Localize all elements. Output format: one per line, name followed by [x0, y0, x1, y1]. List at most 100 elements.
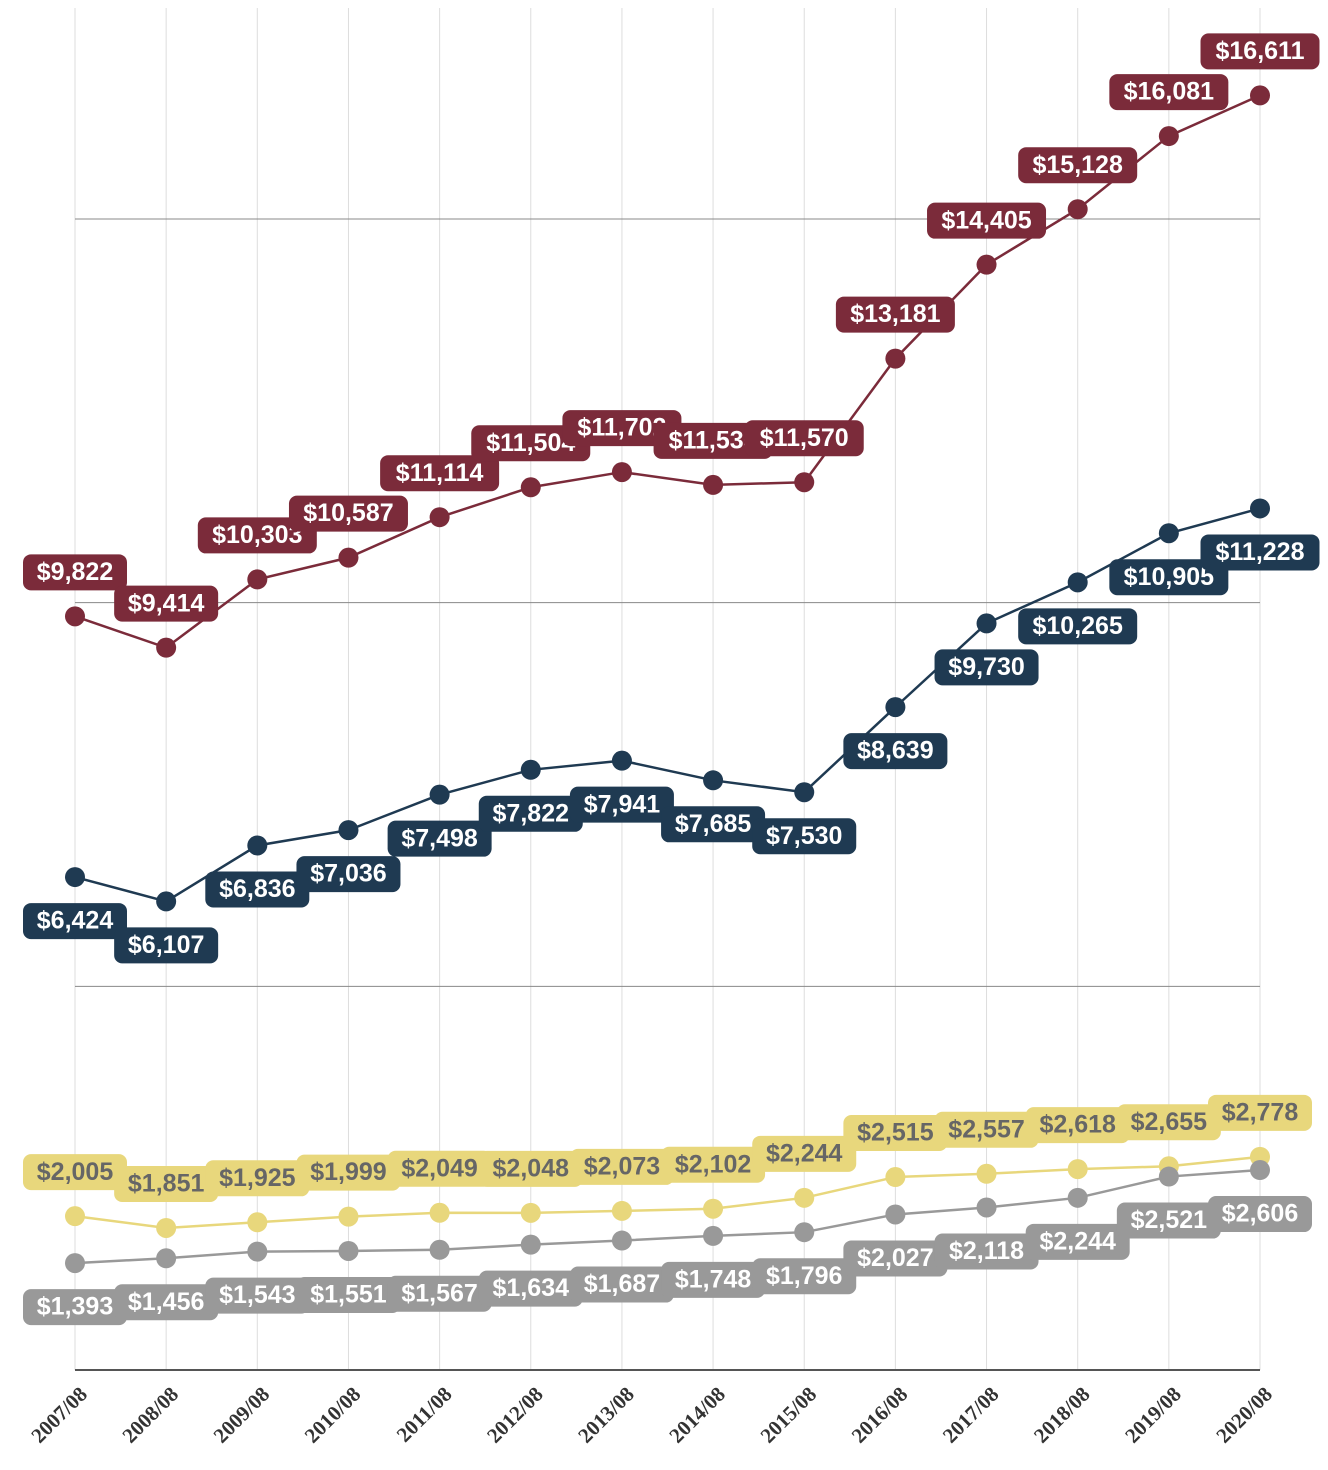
- point: [703, 1225, 724, 1246]
- point: [1067, 1159, 1088, 1180]
- value-label: $7,941: [584, 790, 661, 818]
- value-label-box: [23, 1154, 127, 1191]
- value-label: $7,530: [766, 822, 842, 850]
- point: [429, 1239, 450, 1260]
- value-label: $1,796: [766, 1262, 842, 1290]
- value-label: $14,405: [941, 206, 1031, 234]
- x-tick-label: 2015/08: [756, 1382, 822, 1448]
- point: [1158, 126, 1179, 147]
- value-label-box: [114, 927, 219, 964]
- x-tick-label: 2011/08: [392, 1382, 457, 1447]
- point: [65, 606, 85, 627]
- point: [338, 547, 359, 568]
- point: [65, 1206, 85, 1227]
- x-tick-label: 2012/08: [482, 1382, 548, 1448]
- value-label: $9,414: [128, 589, 205, 617]
- x-tick-label: 2010/08: [300, 1382, 366, 1448]
- point: [611, 1230, 632, 1251]
- x-tick-label: 2014/08: [664, 1382, 730, 1448]
- value-label-box: [296, 856, 401, 893]
- value-label: $7,685: [675, 810, 752, 838]
- point: [794, 1187, 815, 1208]
- value-label-box: [1208, 1196, 1312, 1233]
- value-label-box: [296, 1276, 401, 1313]
- value-label-box: [478, 795, 583, 832]
- value-label: $1,634: [493, 1274, 570, 1302]
- point: [611, 1200, 632, 1221]
- value-label-box: [1116, 1104, 1221, 1141]
- point: [429, 507, 450, 528]
- series-line: [74, 1155, 1261, 1230]
- value-label: $15,128: [1033, 151, 1123, 179]
- point: [338, 820, 359, 841]
- value-label: $11,504: [486, 429, 575, 457]
- point: [1067, 572, 1088, 593]
- value-label: $1,543: [219, 1281, 295, 1309]
- value-label: $2,102: [675, 1150, 751, 1178]
- value-label: $1,999: [310, 1158, 386, 1186]
- value-label-box: [23, 903, 127, 940]
- value-label: $10,905: [1124, 563, 1214, 591]
- value-label-box: [934, 1233, 1039, 1270]
- value-label: $1,687: [584, 1270, 660, 1298]
- value-label: $11,228: [1216, 538, 1305, 566]
- point: [976, 1197, 997, 1218]
- value-label-box: [1018, 608, 1138, 645]
- value-label: $2,049: [401, 1154, 477, 1182]
- value-label-box: [114, 1165, 219, 1202]
- x-tick-label: 2016/08: [847, 1382, 913, 1448]
- value-label-box: [843, 1240, 948, 1277]
- point: [703, 1198, 724, 1219]
- value-label-box: [205, 1160, 310, 1197]
- value-label-box: [843, 733, 948, 770]
- point: [338, 1240, 359, 1261]
- point: [247, 1241, 268, 1262]
- point: [1250, 85, 1270, 106]
- point: [1158, 523, 1179, 544]
- value-label: $6,107: [128, 931, 204, 959]
- value-label: $2,244: [1039, 1227, 1116, 1255]
- point: [1067, 1187, 1088, 1208]
- value-label: $2,005: [37, 1158, 114, 1186]
- point: [65, 867, 85, 888]
- value-label-box: [661, 1261, 766, 1298]
- x-tick-label: 2020/08: [1211, 1382, 1277, 1448]
- value-label-box: [1109, 74, 1229, 111]
- value-label-box: [744, 420, 864, 457]
- value-label-box: [1025, 1107, 1130, 1144]
- point: [976, 613, 997, 634]
- point: [885, 1167, 906, 1188]
- point: [794, 1222, 815, 1243]
- point: [794, 782, 815, 803]
- value-label-box: [387, 1150, 492, 1187]
- value-label-box: [752, 1135, 857, 1172]
- point: [156, 891, 177, 912]
- value-label-box: [114, 585, 219, 622]
- value-label-box: [661, 806, 766, 843]
- value-label-box: [569, 786, 674, 823]
- point: [703, 770, 724, 791]
- value-label: $1,567: [401, 1279, 477, 1307]
- point: [520, 1234, 541, 1255]
- value-label-box: [23, 1289, 127, 1326]
- value-label: $7,036: [310, 860, 386, 888]
- value-label: $7,822: [493, 799, 569, 827]
- value-label-box: [478, 1270, 583, 1307]
- value-label: $1,851: [128, 1170, 205, 1198]
- value-label-box: [569, 1148, 674, 1185]
- value-label-box: [471, 425, 591, 462]
- value-label: $7,498: [401, 824, 478, 852]
- value-label-box: [288, 495, 408, 532]
- value-label-box: [934, 649, 1039, 686]
- value-label-box: [752, 1258, 857, 1295]
- value-label: $2,244: [766, 1139, 843, 1167]
- value-label: $2,048: [493, 1154, 570, 1182]
- value-label-box: [661, 1146, 766, 1183]
- x-tick-label: 2009/08: [209, 1382, 275, 1448]
- value-label-box: [1109, 559, 1229, 596]
- series-line: [74, 1168, 1261, 1265]
- point: [520, 477, 541, 498]
- value-label-box: [835, 296, 955, 333]
- value-label-box: [934, 1111, 1039, 1148]
